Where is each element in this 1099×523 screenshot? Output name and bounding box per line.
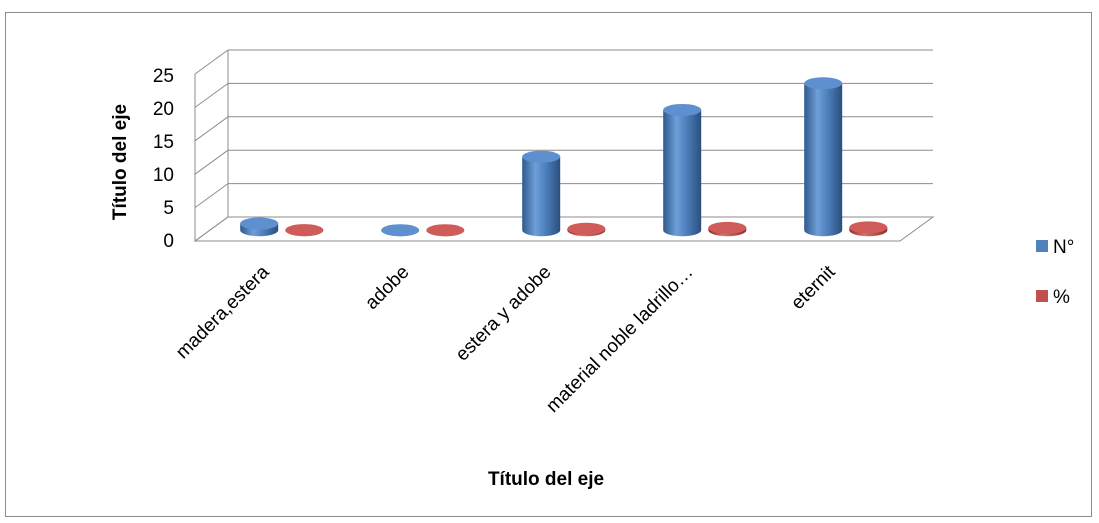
bar-n-top bbox=[240, 217, 279, 230]
x-tick-label: material noble ladrillo… bbox=[542, 262, 697, 417]
bar-n-top bbox=[663, 103, 702, 116]
x-axis-title: Título del eje bbox=[488, 469, 604, 490]
bar-n-body bbox=[663, 109, 702, 237]
bar-pct bbox=[285, 224, 324, 237]
bar-n bbox=[381, 224, 420, 237]
legend: N° % bbox=[1036, 237, 1074, 308]
y-tick-label: 15 bbox=[153, 132, 174, 153]
y-tick-label: 5 bbox=[163, 198, 174, 219]
bar-pct bbox=[426, 224, 465, 237]
bar-n-top bbox=[522, 150, 561, 163]
legend-swatch-n bbox=[1036, 240, 1048, 252]
bar-pct-top bbox=[849, 221, 888, 234]
bar-n-body bbox=[522, 156, 561, 237]
y-tick-label: 10 bbox=[153, 165, 174, 186]
bar-pct bbox=[567, 222, 606, 237]
gridline-side bbox=[194, 49, 229, 75]
bar-pct bbox=[708, 221, 747, 237]
bar-n bbox=[663, 103, 702, 237]
bar-n-top bbox=[381, 224, 420, 237]
bar-pct-top bbox=[426, 224, 465, 237]
legend-swatch-pct bbox=[1036, 290, 1048, 302]
x-tick-label: madera,estera bbox=[172, 261, 274, 363]
x-tick-label: eternit bbox=[787, 261, 840, 314]
bar-n bbox=[804, 77, 843, 237]
gridline-side bbox=[194, 82, 229, 108]
bar-pct bbox=[849, 221, 888, 237]
gridline-side bbox=[194, 149, 229, 175]
bar-pct-top bbox=[285, 224, 324, 237]
y-tick-label: 0 bbox=[163, 231, 174, 252]
y-tick-label: 20 bbox=[153, 99, 174, 120]
gridline-side bbox=[194, 116, 229, 142]
legend-label-n: N° bbox=[1053, 237, 1074, 258]
legend-label-pct: % bbox=[1053, 287, 1070, 308]
bar-n-body bbox=[804, 83, 843, 237]
x-tick-label: estera y adobe bbox=[452, 262, 556, 366]
bar-pct-top bbox=[708, 221, 747, 234]
bar-n bbox=[522, 150, 561, 237]
chart-area bbox=[5, 12, 1092, 517]
gridline-side bbox=[194, 183, 229, 209]
y-tick-label: 25 bbox=[153, 66, 174, 87]
y-axis-title: Título del eje bbox=[110, 104, 131, 220]
x-tick-label: adobe bbox=[361, 262, 413, 314]
bar-pct-top bbox=[567, 222, 606, 235]
gridline-side bbox=[194, 216, 229, 242]
bar-n-top bbox=[804, 77, 843, 90]
bar-n bbox=[240, 217, 279, 237]
